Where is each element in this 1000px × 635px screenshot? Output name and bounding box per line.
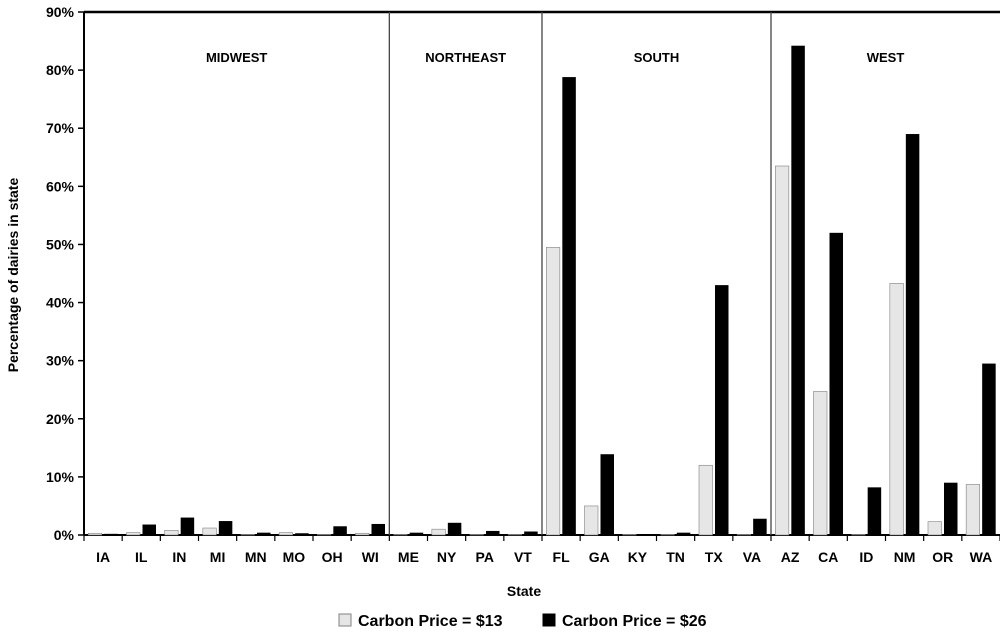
region-label: WEST — [867, 50, 905, 65]
bar — [715, 285, 729, 535]
bar — [469, 534, 484, 536]
x-tick-label: IL — [135, 549, 148, 565]
x-tick-label: MN — [245, 549, 267, 565]
legend-label: Carbon Price = $13 — [358, 613, 503, 630]
x-tick-label: TX — [705, 549, 724, 565]
y-tick-label: 20% — [46, 411, 75, 427]
bar — [660, 534, 675, 536]
bar — [393, 534, 408, 536]
bar — [676, 532, 691, 535]
bar — [333, 526, 347, 535]
region-dividers — [388, 12, 772, 535]
bar — [867, 487, 882, 535]
bar — [944, 482, 958, 535]
bar — [600, 454, 614, 535]
bar — [736, 534, 751, 536]
bar — [371, 523, 385, 535]
bar — [486, 530, 500, 535]
y-tick-label: 10% — [46, 469, 75, 485]
bar — [851, 534, 866, 536]
bar — [180, 517, 195, 535]
x-tick-label: WA — [970, 549, 993, 565]
x-tick-label: FL — [553, 549, 571, 565]
x-axis: IA IL IN MI MN MO OH WI ME NY PA VT FL GA KY TN TX VA AZ CA… — [83, 535, 1000, 565]
bar — [104, 533, 118, 535]
x-tick-label: GA — [589, 549, 610, 565]
legend: Carbon Price = $13 Carbon Price = $26 — [338, 613, 707, 630]
bar — [202, 527, 217, 536]
x-tick-label: ID — [859, 549, 873, 565]
bar — [905, 134, 920, 536]
x-tick-label: KY — [628, 549, 648, 565]
x-axis-title: State — [507, 583, 541, 599]
x-tick-label: IA — [96, 549, 110, 565]
bar — [126, 532, 141, 536]
bar — [524, 531, 538, 535]
y-tick-label: 70% — [46, 120, 75, 136]
bar — [240, 534, 255, 536]
region-label: MIDWEST — [206, 50, 267, 65]
bar — [164, 530, 179, 536]
region-labels: MIDWEST NORTHEAST SOUTH WEST — [206, 50, 904, 65]
bar — [698, 464, 713, 536]
bar — [982, 363, 996, 535]
region-label: NORTHEAST — [425, 50, 506, 65]
y-tick-label: 30% — [46, 353, 75, 369]
x-tick-label: ME — [398, 549, 419, 565]
bar — [142, 524, 156, 535]
bar — [317, 534, 332, 536]
y-tick-label: 80% — [46, 62, 75, 78]
legend-swatch — [338, 613, 352, 627]
x-tick-label: TN — [666, 549, 685, 565]
y-axis: 0% 10% 20% 30% 40% 50% 60% 70% 80% 90% — [46, 4, 84, 543]
y-tick-label: 50% — [46, 236, 75, 252]
y-tick-label: 40% — [46, 295, 75, 311]
x-tick-label: NM — [894, 549, 916, 565]
bar — [257, 532, 271, 535]
bar — [431, 528, 446, 536]
y-tick-label: 90% — [46, 4, 75, 20]
x-tick-label: NY — [437, 549, 457, 565]
bar — [447, 522, 462, 535]
x-tick-label: PA — [476, 549, 494, 565]
legend-swatch — [542, 613, 556, 627]
bar — [622, 534, 637, 536]
bar — [278, 532, 293, 536]
bar — [813, 391, 828, 536]
x-tick-label: IN — [172, 549, 186, 565]
x-tick-label: MI — [210, 549, 226, 565]
bar — [927, 521, 942, 536]
x-tick-label: OH — [322, 549, 343, 565]
bars — [88, 45, 996, 536]
y-tick-label: 0% — [54, 527, 75, 543]
bar — [829, 232, 843, 536]
x-tick-label: MO — [283, 549, 306, 565]
x-tick-label: WI — [362, 549, 379, 565]
bar — [409, 532, 424, 535]
y-tick-label: 60% — [46, 178, 75, 194]
y-axis-title: Percentage of dairies in state — [5, 178, 21, 373]
bar — [507, 534, 522, 536]
bar — [584, 505, 599, 536]
bar — [965, 484, 980, 536]
bar — [791, 45, 805, 536]
bar — [88, 532, 103, 536]
x-tick-label: OR — [932, 549, 953, 565]
bar — [562, 77, 576, 535]
bar — [775, 165, 790, 536]
x-tick-label: VT — [514, 549, 532, 565]
legend-label: Carbon Price = $26 — [562, 613, 707, 630]
bar — [355, 532, 370, 536]
bar — [753, 518, 767, 535]
x-tick-label: CA — [818, 549, 838, 565]
bar — [638, 534, 653, 535]
bar — [889, 283, 904, 536]
bar — [546, 247, 561, 536]
bar — [295, 533, 309, 535]
x-tick-label: AZ — [781, 549, 800, 565]
region-label: SOUTH — [634, 50, 680, 65]
bar — [218, 521, 233, 535]
x-tick-label: VA — [743, 549, 761, 565]
